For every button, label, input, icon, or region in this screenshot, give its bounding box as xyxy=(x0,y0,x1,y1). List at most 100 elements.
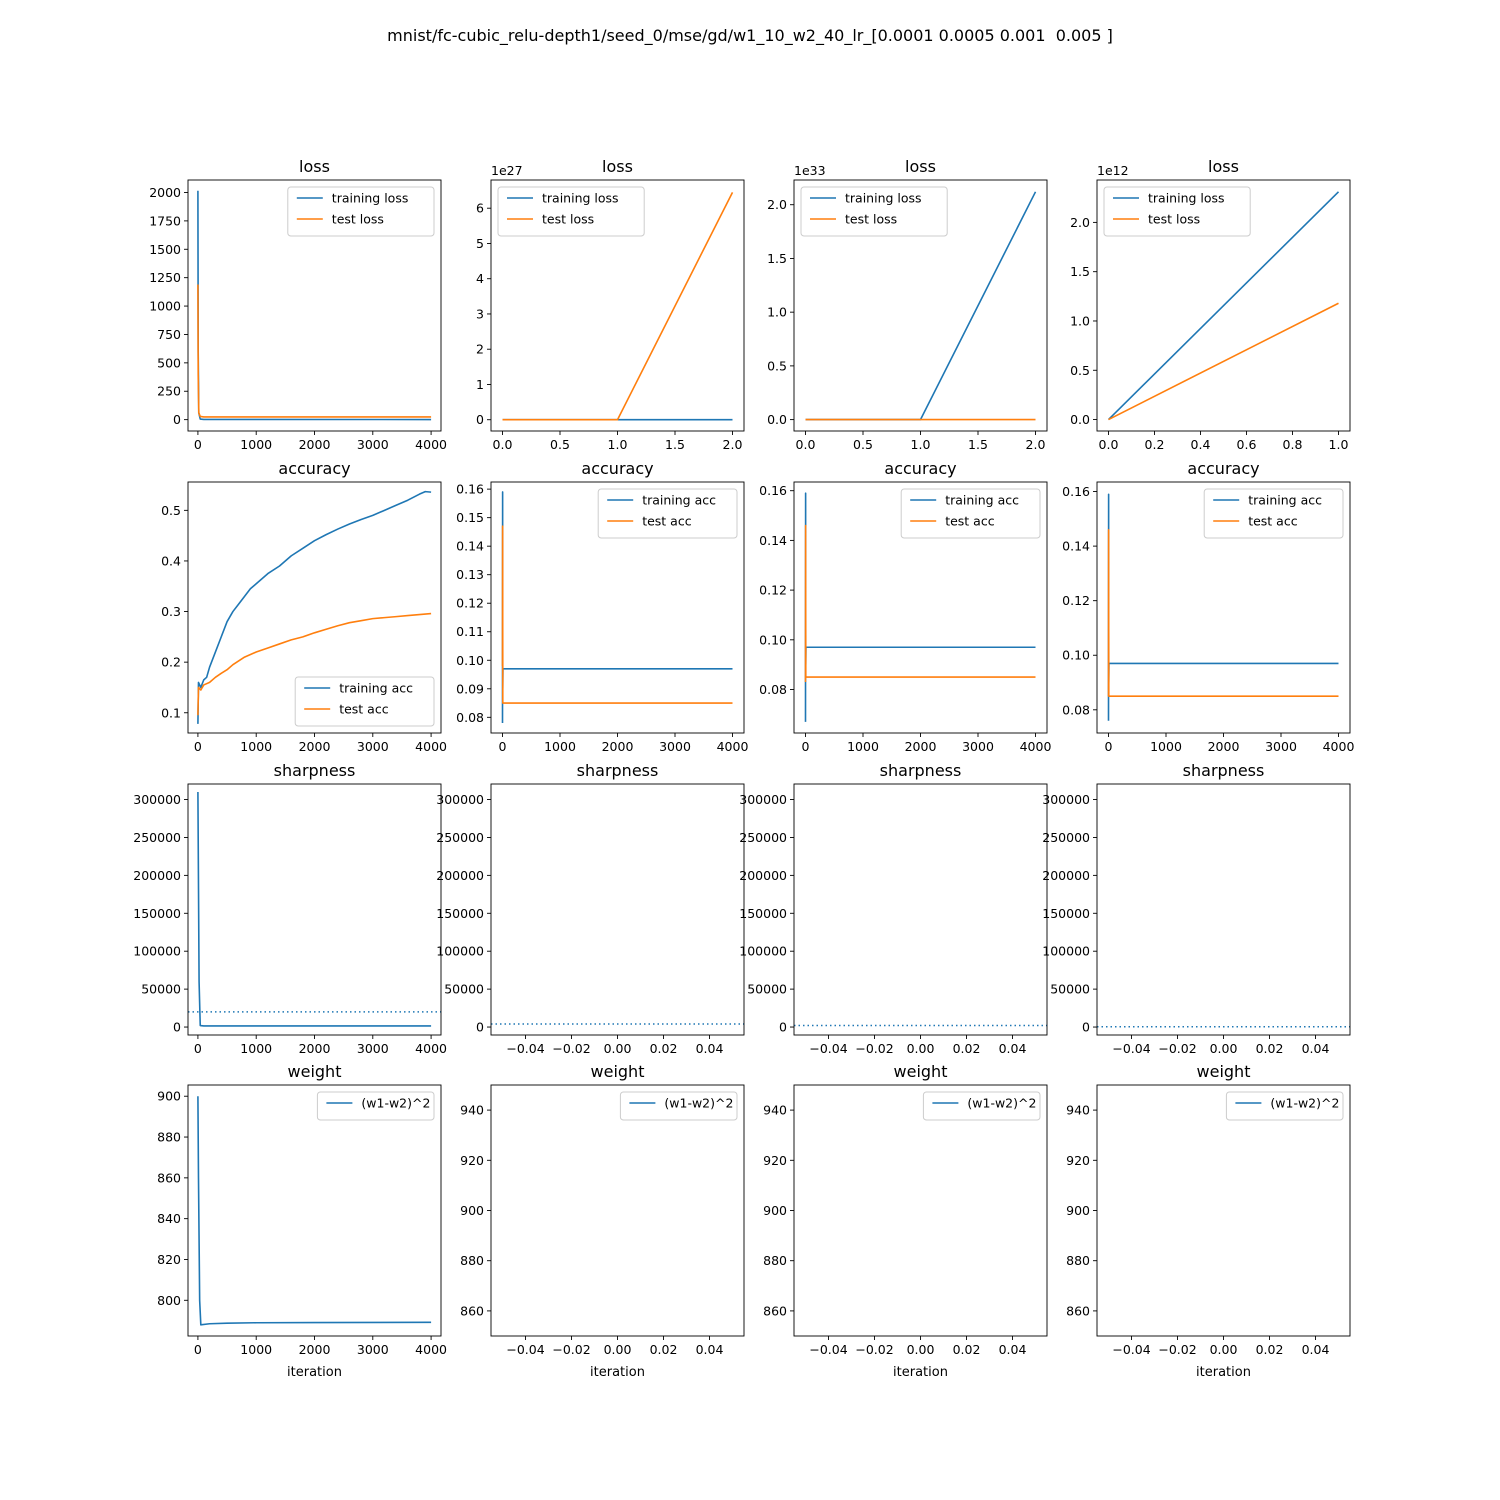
y-tick-label: 0.08 xyxy=(1062,702,1090,717)
x-tick-label: 0.4 xyxy=(1191,437,1211,452)
x-tick-label: −0.04 xyxy=(506,1041,544,1056)
x-tick-label: 1.5 xyxy=(665,437,685,452)
subplot-weight-4: weight −0.04 −0.02 0.00 0.02 0.04 860 880 900 920… xyxy=(1066,1062,1351,1380)
x-tick-label: −0.04 xyxy=(809,1041,847,1056)
axes-frame xyxy=(793,179,1048,432)
y-tick-label: 0.0 xyxy=(767,412,787,427)
y-tick-label: 300000 xyxy=(1042,792,1090,807)
x-tick-label: 0.00 xyxy=(604,1041,632,1056)
x-tick-label: 0.0 xyxy=(1099,437,1119,452)
x-tick-label: −0.02 xyxy=(552,1041,590,1056)
subplot-title: accuracy xyxy=(278,459,350,478)
subplot-title: accuracy xyxy=(884,459,956,478)
axes-frame xyxy=(1096,1084,1351,1337)
y-tick-label: 200000 xyxy=(1042,868,1090,883)
x-tick-label: 0.02 xyxy=(953,1041,981,1056)
subplot-loss-4: loss 0.0 0.2 0.4 0.6 0.8 1.0 0.0 0.5 1.0 1.5 2.0 1e1… xyxy=(1070,157,1351,452)
x-tick-label: 2000 xyxy=(299,437,331,452)
axes-frame xyxy=(187,783,442,1036)
axes-frame xyxy=(1096,179,1351,432)
x-tick-label: 1000 xyxy=(1150,739,1182,754)
y-tick-label: 900 xyxy=(1066,1203,1090,1218)
y-tick-label: 0.5 xyxy=(767,358,787,373)
legend-label: training acc xyxy=(1248,493,1322,508)
y-tick-label: 0.10 xyxy=(1062,648,1090,663)
y-tick-label: 940 xyxy=(763,1103,787,1118)
subplot-title: sharpness xyxy=(880,761,962,780)
x-tick-label: 0.02 xyxy=(1256,1342,1284,1357)
y-tick-label: 50000 xyxy=(444,982,484,997)
y-tick-label: 300000 xyxy=(133,792,181,807)
x-tick-label: −0.02 xyxy=(1158,1342,1196,1357)
x-tick-label: 2.0 xyxy=(1026,437,1046,452)
y-tick-label: 250000 xyxy=(1042,830,1090,845)
x-tick-label: 2000 xyxy=(905,739,937,754)
legend-label: training loss xyxy=(332,191,409,206)
y-tick-label: 500 xyxy=(157,355,181,370)
y-tick-label: 0.3 xyxy=(161,604,181,619)
subplot-accuracy-3: accuracy 0 1000 2000 3000 4000 0.08 0.10 0.12 0.1… xyxy=(759,459,1051,754)
figure-title: mnist/fc-cubic_relu-depth1/seed_0/mse/gd… xyxy=(387,26,1113,45)
x-tick-label: 0 xyxy=(499,739,507,754)
y-tick-label: 860 xyxy=(157,1170,181,1185)
y-tick-label: 1.0 xyxy=(767,305,787,320)
x-tick-label: −0.04 xyxy=(1112,1342,1150,1357)
legend-label: training acc xyxy=(642,493,716,508)
y-tick-label: 880 xyxy=(763,1253,787,1268)
axis-offset-text: 1e12 xyxy=(1097,163,1129,178)
y-tick-label: 250000 xyxy=(739,830,787,845)
y-tick-label: 1250 xyxy=(149,270,181,285)
x-tick-label: 0.0 xyxy=(493,437,513,452)
y-tick-label: 0.12 xyxy=(1062,593,1090,608)
y-tick-label: 0.16 xyxy=(759,483,787,498)
x-tick-label: 0.2 xyxy=(1145,437,1165,452)
x-tick-label: 3000 xyxy=(962,739,994,754)
x-tick-label: 3000 xyxy=(659,739,691,754)
subplot-loss-3: loss 0.0 0.5 1.0 1.5 2.0 0.0 0.5 1.0 1.5 2.0 1e33 tr… xyxy=(767,157,1048,452)
y-tick-label: 50000 xyxy=(141,982,181,997)
axes-frame xyxy=(793,481,1048,734)
x-tick-label: −0.02 xyxy=(855,1041,893,1056)
x-tick-label: 0.04 xyxy=(696,1342,724,1357)
x-tick-label: 1000 xyxy=(847,739,879,754)
y-tick-label: 800 xyxy=(157,1293,181,1308)
subplot-title: sharpness xyxy=(1183,761,1265,780)
y-tick-label: 880 xyxy=(157,1130,181,1145)
legend: (w1-w2)^2 xyxy=(619,1091,738,1121)
y-tick-label: 860 xyxy=(1066,1303,1090,1318)
y-tick-label: 940 xyxy=(1066,1103,1090,1118)
y-tick-label: 150000 xyxy=(739,906,787,921)
x-tick-label: 0.04 xyxy=(1302,1342,1330,1357)
subplot-weight-1: weight 0 1000 2000 3000 4000 800 820 840 860 880 90… xyxy=(157,1062,447,1380)
subplot-sharpness-2: sharpness −0.04 −0.02 0.00 0.02 0.04 0 50000 100… xyxy=(436,761,745,1056)
x-axis-label: iteration xyxy=(590,1365,645,1380)
legend-label: training acc xyxy=(945,493,1019,508)
x-tick-label: 3000 xyxy=(1265,739,1297,754)
legend-label: (w1-w2)^2 xyxy=(967,1096,1036,1111)
x-tick-label: 0.02 xyxy=(650,1041,678,1056)
axes-frame xyxy=(490,1084,745,1337)
y-tick-label: 0.12 xyxy=(456,596,484,611)
x-tick-label: 0.02 xyxy=(953,1342,981,1357)
y-tick-label: 50000 xyxy=(747,982,787,997)
y-tick-label: 50000 xyxy=(1050,982,1090,997)
x-tick-label: 0.0 xyxy=(796,437,816,452)
x-tick-label: 2000 xyxy=(299,1342,331,1357)
x-tick-label: 0 xyxy=(802,739,810,754)
legend-frame xyxy=(922,1091,1041,1121)
series-line-test-loss xyxy=(1108,302,1339,421)
x-tick-label: 4000 xyxy=(415,437,447,452)
y-tick-label: 4 xyxy=(476,271,484,286)
x-tick-label: 4000 xyxy=(415,1041,447,1056)
subplot-title: loss xyxy=(602,157,633,176)
legend: (w1-w2)^2 xyxy=(316,1091,435,1121)
x-tick-label: 2000 xyxy=(602,739,634,754)
subplot-title: sharpness xyxy=(577,761,659,780)
y-tick-label: 0 xyxy=(1082,1020,1090,1035)
series-line-test-loss xyxy=(502,191,734,421)
y-tick-label: 0.0 xyxy=(1070,412,1090,427)
legend: training loss test loss xyxy=(800,186,948,237)
legend-frame xyxy=(316,1091,435,1121)
y-tick-label: 1.0 xyxy=(1070,313,1090,328)
y-tick-label: 300000 xyxy=(436,792,484,807)
